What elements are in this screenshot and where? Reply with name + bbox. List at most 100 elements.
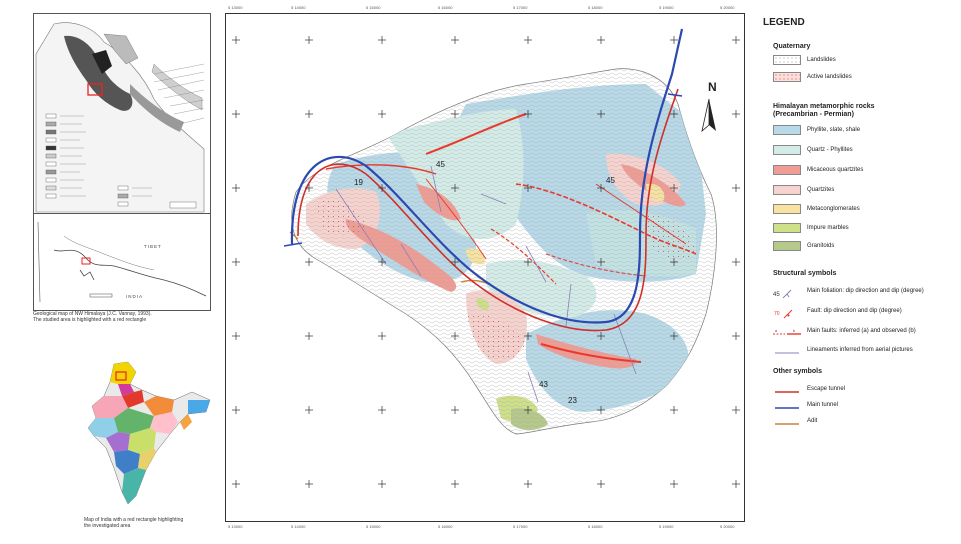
legend-item-main-foliation: 45 Main foliation: dip direction and dip…: [773, 285, 924, 298]
india-map-graphic: [87, 361, 211, 505]
dip-label: 45: [436, 160, 445, 169]
lineament-lines: [335, 165, 637, 403]
nw-himalaya-map-graphic: [34, 14, 210, 214]
svg-text:a: a: [775, 329, 777, 333]
coordinate-grid: [232, 36, 740, 488]
main-geological-map: N 45 19 45 43 23 5 13000 5 14000 5 15000…: [225, 5, 745, 529]
legend-item-quartz-phyllites: Quartz - Phyllites: [773, 144, 853, 155]
tick-label: 5 20000: [720, 5, 735, 10]
adit-symbol-icon: [773, 416, 801, 426]
legend-item-label: Phyllite, slate, shale: [807, 126, 861, 133]
legend-item-label: Quartz - Phyllites: [807, 146, 853, 153]
legend-item-label: Main faults: inferred (a) and observed (…: [807, 327, 916, 334]
tick-label: 5 18000: [588, 5, 603, 10]
main-tunnel-symbol-icon: [773, 400, 801, 410]
impure-marbles-swatch: [773, 222, 801, 233]
legend-item-label: Escape tunnel: [807, 385, 846, 392]
tick-label: 5 15000: [366, 524, 381, 529]
tick-label: 5 16000: [438, 524, 453, 529]
study-area-rectangle: [87, 83, 103, 96]
fault-dip-symbol-icon: 70: [773, 306, 801, 318]
lineament-symbol-icon: [773, 345, 801, 355]
dip-label: 23: [568, 396, 577, 405]
legend-section-heading: Quaternary: [773, 43, 811, 50]
micaceous-quartzites-swatch: [773, 164, 801, 175]
svg-text:b: b: [793, 329, 795, 333]
legend-title: LEGEND: [763, 17, 805, 28]
legend-item-label: Active landslides: [807, 73, 852, 80]
tick-label: 5 13000: [228, 5, 243, 10]
landslides-swatch: [773, 54, 801, 65]
legend-item-label: Quartzites: [807, 186, 835, 193]
main-tunnel: [290, 28, 684, 324]
svg-text:70: 70: [774, 311, 780, 317]
legend-item-label: Fault: dip direction and dip (degree): [807, 307, 902, 314]
svg-text:45: 45: [773, 292, 780, 298]
dip-label: 19: [354, 178, 363, 187]
legend-item-label: Metaconglomerates: [807, 205, 860, 212]
india-map-inset: [84, 356, 216, 510]
tick-label: 5 19000: [659, 5, 674, 10]
tick-label: 5 13000: [228, 524, 243, 529]
legend-item-escape-tunnel: Escape tunnel: [773, 383, 845, 394]
active-landslides-swatch: [773, 71, 801, 82]
tick-label: 5 17000: [513, 5, 528, 10]
tick-label: 5 19000: [659, 524, 674, 529]
north-label: N: [708, 80, 717, 94]
india-study-rectangle: [115, 371, 127, 381]
legend-item-label: Granitoids: [807, 242, 835, 249]
nw-himalaya-caption: Geological map of NW Himalaya (J.C. Vann…: [33, 311, 152, 323]
legend-item-landslides: Landslides: [773, 54, 836, 65]
north-arrow: [701, 98, 716, 133]
tick-label: 5 20000: [720, 524, 735, 529]
legend-section-heading: Structural symbols: [773, 270, 837, 277]
quartzites-swatch: [773, 184, 801, 195]
fault-lines: [325, 113, 697, 363]
granitoids-swatch: [773, 240, 801, 251]
legend-item-lineaments: Lineaments inferred from aerial pictures: [773, 344, 913, 355]
legend-item-phyllite: Phyllite, slate, shale: [773, 124, 860, 135]
quartz-phyllites-swatch: [773, 144, 801, 155]
legend-item-impure-marbles: Impure marbles: [773, 222, 849, 233]
legend-item-adit: Adit: [773, 415, 817, 426]
foliation-symbol-icon: 45: [773, 286, 801, 298]
escape-tunnel-symbol-icon: [773, 384, 801, 394]
legend-section-heading: Himalayan metamorphic rocks (Precambrian…: [773, 103, 875, 118]
tick-label: 5 16000: [438, 5, 453, 10]
inset-label-tibet: TIBET: [144, 244, 162, 249]
legend-item-metaconglomerates: Metaconglomerates: [773, 203, 860, 214]
legend-item-label: Impure marbles: [807, 224, 849, 231]
legend-item-main-tunnel: Main tunnel: [773, 399, 838, 410]
legend-item-granitoids: Granitoids: [773, 240, 834, 251]
legend-item-active-landslides: Active landslides: [773, 71, 852, 82]
tick-label: 5 14000: [291, 524, 306, 529]
legend-item-quartzites: Quartzites: [773, 184, 834, 195]
india-caption: Map of India with a red rectangle highli…: [84, 517, 184, 529]
legend-item-label: Adit: [807, 417, 818, 424]
metaconglomerates-swatch: [773, 203, 801, 214]
legend-item-fault-dip: 70 Fault: dip direction and dip (degree): [773, 305, 902, 318]
dip-label: 43: [539, 380, 548, 389]
legend-item-micaceous-quartzites: Micaceous quartzites: [773, 164, 863, 175]
regional-outline-inset: TIBET INDIA: [33, 213, 211, 311]
escape-tunnel: [297, 88, 679, 332]
regional-outline-graphic: [37, 221, 207, 303]
phyllite-swatch: [773, 124, 801, 135]
tick-label: 5 17000: [513, 524, 528, 529]
legend-item-label: Main tunnel: [807, 401, 839, 408]
lithology-units: [291, 68, 717, 434]
main-map-graphic: [232, 28, 740, 488]
tick-label: 5 18000: [588, 524, 603, 529]
legend-item-label: Main foliation: dip direction and dip (d…: [807, 287, 924, 294]
main-tunnel-portal-west: [283, 242, 303, 247]
main-tunnel-portal-east: [667, 93, 683, 97]
legend-item-label: Micaceous quartzites: [807, 166, 864, 173]
legend-section-heading: Other symbols: [773, 368, 823, 375]
inset-label-india: INDIA: [126, 294, 144, 299]
legend-item-label: Lineaments inferred from aerial pictures: [807, 346, 913, 353]
legend-item-label: Landslides: [807, 56, 836, 63]
tick-label: 5 15000: [366, 5, 381, 10]
nw-himalaya-geological-inset: [33, 13, 211, 215]
